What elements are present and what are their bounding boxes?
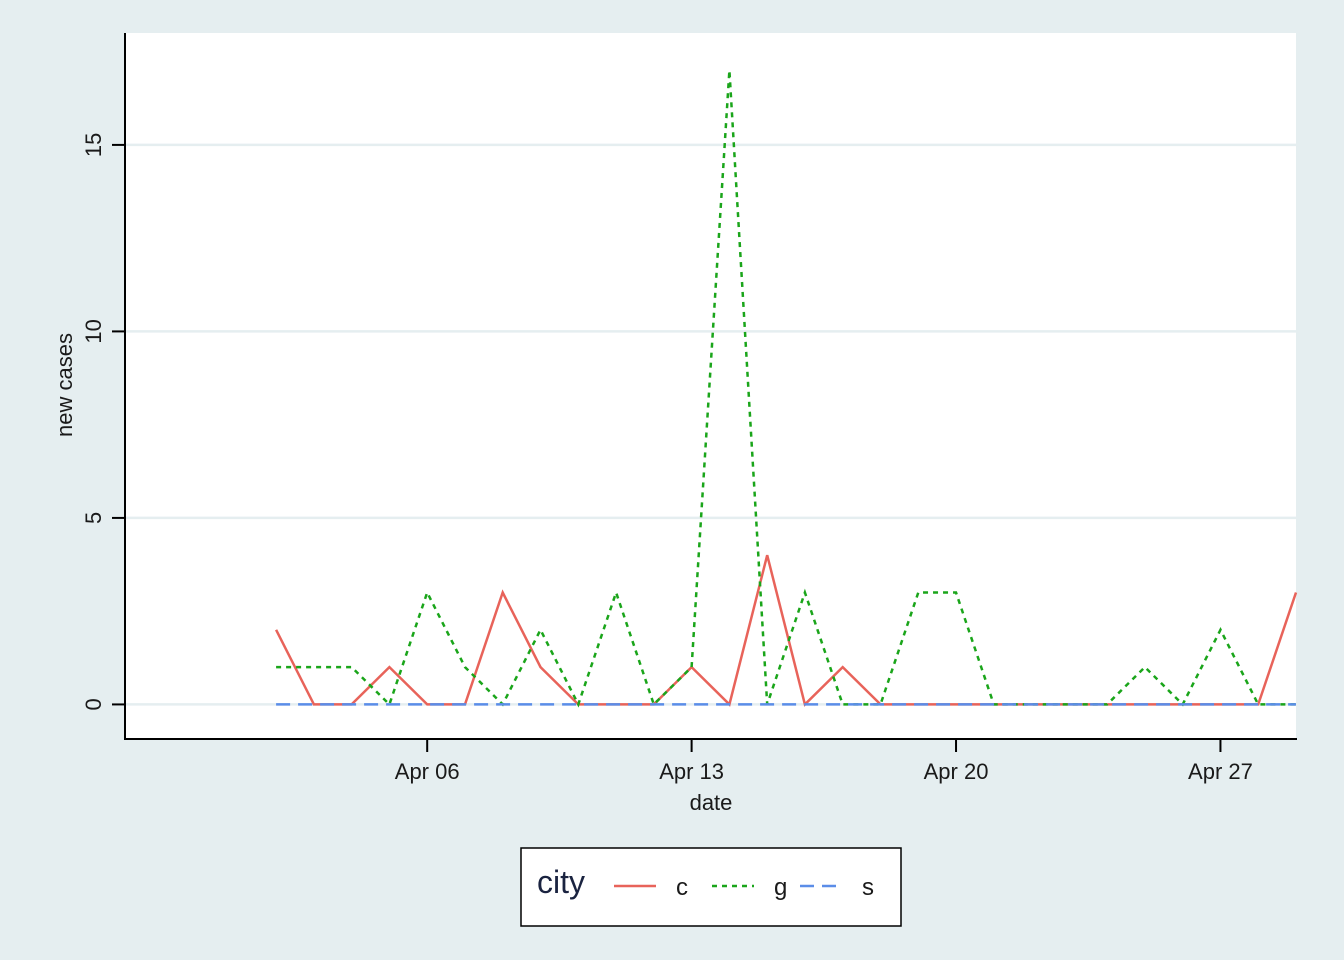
x-tick-label: Apr 06 xyxy=(395,759,460,784)
y-tick-label: 15 xyxy=(81,133,106,157)
y-tick-label: 5 xyxy=(81,512,106,524)
legend-box xyxy=(520,847,902,927)
x-tick-label: Apr 27 xyxy=(1188,759,1253,784)
legend-label-s: s xyxy=(862,874,874,901)
series-lines xyxy=(274,70,1298,708)
x-axis-title: date xyxy=(690,790,733,815)
legend-title: city xyxy=(537,864,585,900)
x-tick-label: Apr 20 xyxy=(924,759,989,784)
series-line-g xyxy=(276,70,1296,708)
y-axis-title: new cases xyxy=(52,333,77,437)
legend-label-c: c xyxy=(676,874,688,901)
x-tick-label: Apr 13 xyxy=(659,759,724,784)
legend: city c g s xyxy=(520,847,902,927)
legend-label-g: g xyxy=(774,874,787,901)
y-axis-ticks: 0 5 10 15 xyxy=(81,133,125,711)
y-tick-label: 0 xyxy=(81,698,106,710)
y-tick-label: 10 xyxy=(81,319,106,343)
x-axis-ticks: Apr 06 Apr 13 Apr 20 Apr 27 xyxy=(395,739,1253,784)
